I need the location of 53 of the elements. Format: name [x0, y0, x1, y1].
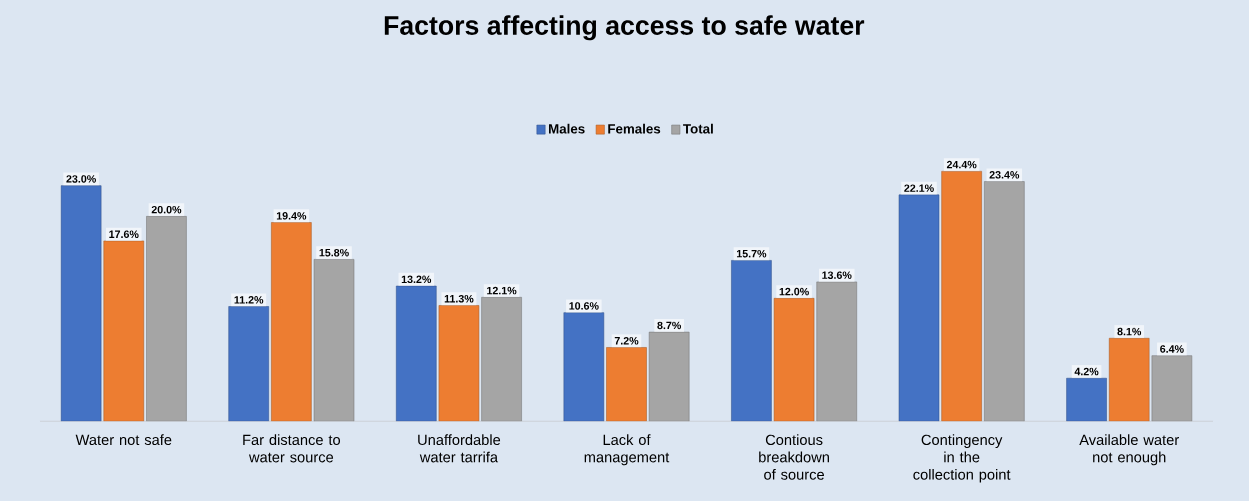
data-label: 22.1% — [904, 184, 934, 192]
bar — [1066, 377, 1107, 422]
x-tick-label: Unaffordable water tarrifa — [418, 434, 501, 463]
data-label: 15.7% — [736, 249, 767, 258]
data-label: 23.0% — [66, 175, 96, 183]
data-label: 20.0% — [151, 205, 182, 214]
bar — [103, 240, 145, 422]
data-label: 11.2% — [234, 295, 264, 304]
bar — [228, 306, 269, 422]
bar — [731, 260, 772, 422]
chart-title: Factors affecting access to safe water — [384, 15, 865, 41]
bar — [563, 312, 605, 422]
data-label: 11.3% — [444, 294, 474, 303]
data-label: 24.4% — [946, 160, 977, 169]
bar — [648, 331, 690, 422]
data-label: 19.4% — [276, 211, 307, 220]
bar — [898, 194, 940, 422]
data-label: 6.4% — [1160, 345, 1184, 353]
data-label: 12.0% — [779, 287, 809, 296]
data-label: 15.8% — [319, 248, 349, 257]
bar — [773, 297, 815, 422]
x-tick-label: Lack of management — [584, 434, 670, 466]
data-label: 13.6% — [822, 271, 852, 279]
bar — [606, 347, 647, 422]
data-label: 12.1% — [487, 286, 517, 295]
x-tick-label: Contingency in the collection point — [913, 434, 1011, 483]
bar — [313, 259, 355, 422]
legend-label: Females — [608, 123, 661, 134]
data-label: 17.6% — [109, 230, 139, 238]
data-label: 8.7% — [657, 321, 682, 330]
data-label: 13.2% — [401, 275, 432, 283]
x-tick-label: Contious breakdown of source — [759, 434, 829, 480]
x-tick-label: Available water not enough — [1079, 434, 1179, 466]
bar — [271, 222, 312, 422]
bar — [60, 185, 102, 422]
bar — [816, 281, 857, 422]
data-label: 10.6% — [569, 302, 599, 310]
data-label: 4.2% — [1074, 367, 1099, 376]
bar — [481, 296, 522, 422]
x-tick-label: Far distance to water source — [243, 434, 341, 463]
legend-label: Males — [549, 123, 585, 134]
data-label: 8.1% — [1117, 327, 1142, 336]
legend-label: Total — [683, 123, 713, 134]
bar — [941, 170, 982, 422]
bar — [438, 305, 480, 422]
bar — [1108, 337, 1150, 422]
bar — [1151, 355, 1193, 422]
data-label: 23.4% — [989, 170, 1020, 179]
bar — [984, 181, 1025, 422]
data-label: 7.2% — [614, 336, 639, 345]
bar — [146, 216, 187, 422]
bar — [396, 285, 437, 422]
x-tick-label: Water not safe — [75, 434, 172, 445]
